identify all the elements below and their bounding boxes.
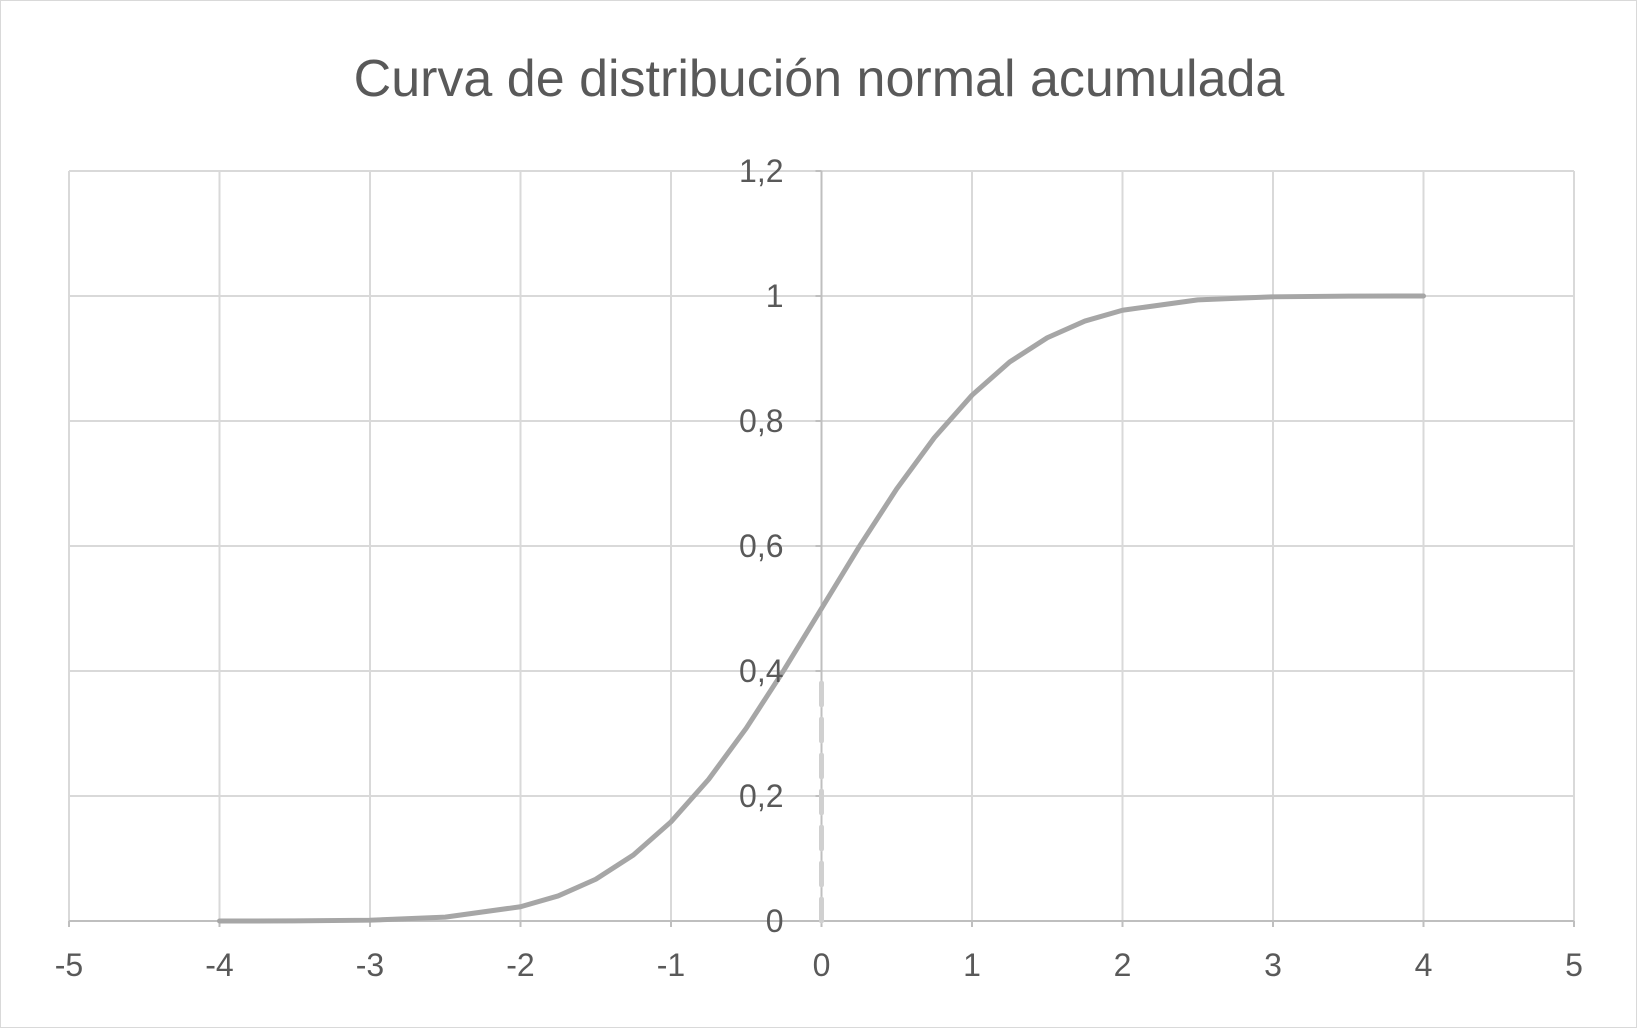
tick-labels: -5 -4 -3 -2 -1 0 1 2 3 4 5 0 0,2 0,4 0,6 0,8 1 1,2: [55, 153, 1583, 983]
y-tick-label: 0,2: [739, 778, 783, 814]
x-tick-label: -1: [657, 947, 685, 983]
y-tick-label: 1: [766, 278, 784, 314]
y-tick-label: 0: [766, 903, 784, 939]
x-tick-label: -5: [55, 947, 83, 983]
x-tick-label: 2: [1114, 947, 1132, 983]
x-tick-label: -2: [506, 947, 534, 983]
x-tick-label: -3: [356, 947, 384, 983]
x-tick-label: -4: [205, 947, 233, 983]
x-tick-label: 5: [1565, 947, 1583, 983]
x-tick-label: 3: [1264, 947, 1282, 983]
x-tick-label: 1: [963, 947, 981, 983]
x-tick-label: 0: [813, 947, 831, 983]
y-tick-label: 1,2: [739, 153, 783, 189]
y-tick-label: 0,4: [739, 653, 783, 689]
chart-title: Curva de distribución normal acumulada: [354, 50, 1285, 108]
y-tick-label: 0,8: [739, 403, 783, 439]
y-tick-label: 0,6: [739, 528, 783, 564]
series: [217, 293, 1426, 924]
x-tick-label: 4: [1415, 947, 1433, 983]
cdf-curve-line: [217, 293, 1426, 924]
